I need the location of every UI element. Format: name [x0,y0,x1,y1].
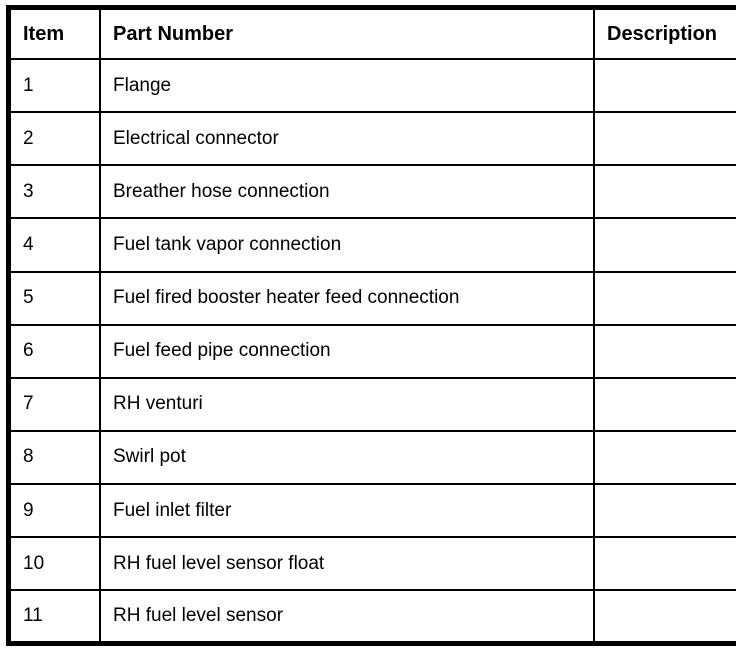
item-cell: 2 [7,111,101,167]
part-number-cell: Fuel feed pipe connection [99,323,595,379]
header-row: Item Part Number Description [7,6,736,60]
part-number-cell: RH fuel level sensor float [99,536,595,592]
table-body: 1 Flange 2 Electrical connector 3 Breath… [7,57,736,645]
description-cell [593,111,736,167]
item-cell: 10 [7,536,101,592]
table-row: 9 Fuel inlet filter [7,482,736,539]
table-row: 3 Breather hose connection [7,164,736,220]
table-row: 5 Fuel fired booster heater feed connect… [7,270,736,326]
description-cell [593,57,736,114]
table-row: 11 RH fuel level sensor [7,589,736,645]
item-cell: 4 [7,217,101,273]
item-cell: 5 [7,270,101,326]
description-cell [593,270,736,326]
table-row: 10 RH fuel level sensor float [7,536,736,592]
table-row: 7 RH venturi [7,376,736,432]
description-cell [593,482,736,539]
part-number-cell: RH venturi [99,376,595,432]
table-row: 6 Fuel feed pipe connection [7,323,736,379]
header-description: Description [593,6,736,60]
header-part-number: Part Number [99,6,595,60]
part-number-cell: Breather hose connection [99,164,595,220]
description-cell [593,217,736,273]
description-cell [593,536,736,592]
item-cell: 3 [7,164,101,220]
item-cell: 11 [7,589,101,645]
table-row: 1 Flange [7,57,736,114]
description-cell [593,376,736,432]
part-number-cell: Electrical connector [99,111,595,167]
parts-table: Item Part Number Description 1 Flange 2 … [6,5,736,646]
description-cell [593,323,736,379]
description-cell [593,589,736,645]
table-row: 4 Fuel tank vapor connection [7,217,736,273]
part-number-cell: Swirl pot [99,429,595,486]
description-cell [593,164,736,220]
part-number-cell: Fuel fired booster heater feed connectio… [99,270,595,326]
table-header: Item Part Number Description [7,6,736,60]
item-cell: 8 [7,429,101,486]
item-cell: 1 [7,57,101,114]
item-cell: 7 [7,376,101,432]
table-row: 2 Electrical connector [7,111,736,167]
part-number-cell: RH fuel level sensor [99,589,595,645]
item-cell: 9 [7,482,101,539]
part-number-cell: Flange [99,57,595,114]
table-row: 8 Swirl pot [7,429,736,486]
item-cell: 6 [7,323,101,379]
part-number-cell: Fuel inlet filter [99,482,595,539]
part-number-cell: Fuel tank vapor connection [99,217,595,273]
description-cell [593,429,736,486]
header-item: Item [7,6,101,60]
